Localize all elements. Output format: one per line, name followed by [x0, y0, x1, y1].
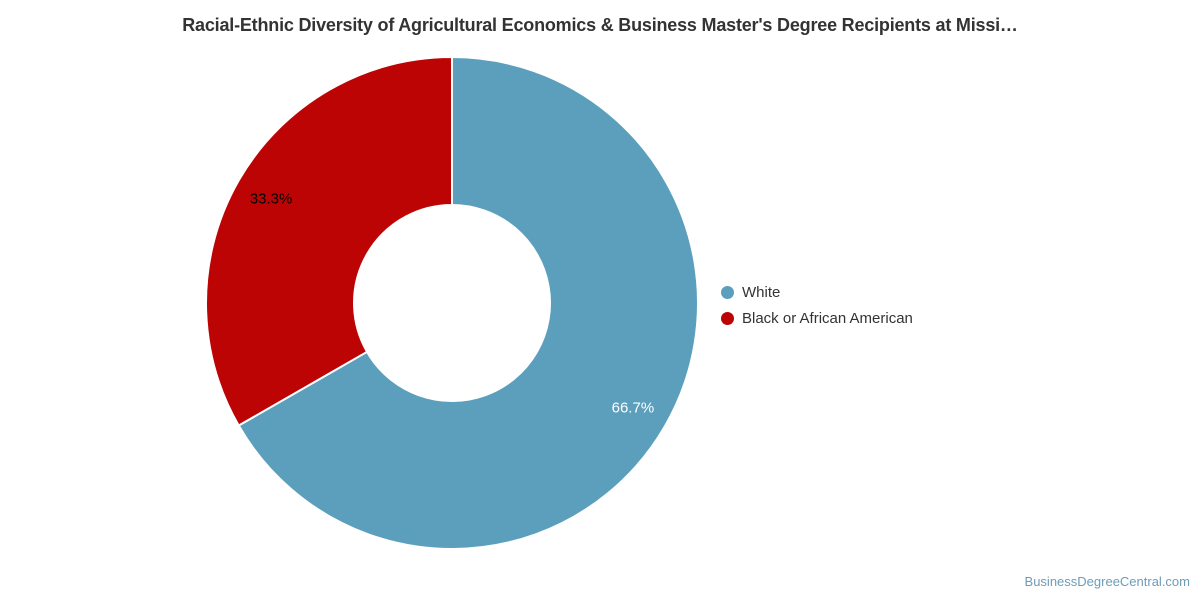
pie-slice-white[interactable]	[237, 56, 699, 550]
legend-marker-white-icon	[721, 286, 734, 299]
chart-title: Racial-Ethnic Diversity of Agricultural …	[182, 15, 1018, 35]
watermark-link[interactable]: BusinessDegreeCentral.com	[1024, 574, 1190, 589]
legend-label-black-or-african-american: Black or African American	[742, 310, 913, 327]
legend-label-white: White	[742, 284, 781, 301]
slice-percent-label: 33.3%	[250, 190, 293, 207]
legend-marker-black-or-african-american-icon	[721, 312, 734, 325]
legend-item-white[interactable]: White	[721, 283, 913, 302]
pie-slice-black-or-african-american[interactable]	[205, 56, 453, 427]
slice-percent-label: 66.7%	[612, 400, 655, 417]
legend: White Black or African American	[721, 283, 913, 328]
legend-item-black-or-african-american[interactable]: Black or African American	[721, 309, 913, 328]
